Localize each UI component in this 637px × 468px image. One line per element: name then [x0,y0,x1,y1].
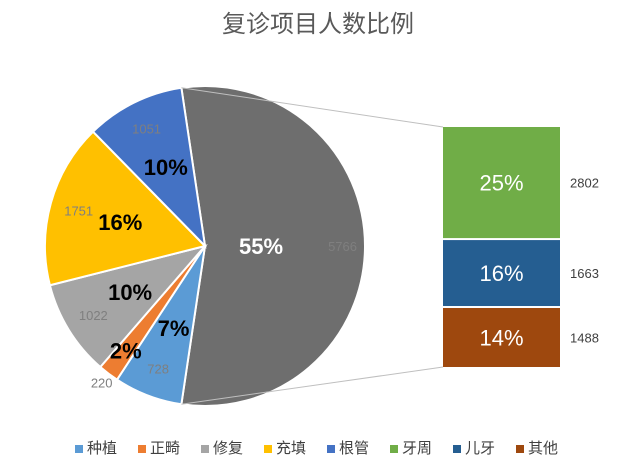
pie-value-label-3: 1022 [79,308,108,323]
bar-percent-label-1: 16% [479,261,523,286]
pie-percent-label-1: 7% [158,316,190,341]
legend-label-3: 充填 [276,439,306,457]
legend-swatch-7 [516,445,524,453]
bar-percent-label-0: 25% [479,171,523,196]
pie-value-label-5: 1051 [132,122,161,137]
bar-segment-0 [443,127,560,239]
pie-percent-label-4: 16% [98,210,142,235]
bar-percent-label-2: 14% [479,326,523,351]
bar-segment-2 [443,308,560,367]
legend-label-7: 其他 [528,439,558,457]
legend-swatch-3 [264,445,272,453]
connector-lines [181,87,444,405]
bar-value-label-0: 2802 [570,176,599,191]
chart-title: 复诊项目人数比例 [222,10,414,38]
pie-percent-label-0: 55% [239,234,283,259]
legend-swatch-2 [201,445,209,453]
legend-label-1: 正畸 [150,439,180,457]
legend-label-2: 修复 [213,439,243,457]
pie-value-label-4: 1751 [64,204,93,219]
pie-slice-4 [44,130,207,287]
legend-swatch-1 [138,445,146,453]
legend-label-0: 种植 [87,439,117,457]
legend-swatch-0 [75,445,83,453]
pie-percent-label-3: 10% [108,280,152,305]
pie-value-label-2: 220 [91,376,113,391]
pie-value-label-0: 5766 [328,239,357,254]
legend-label-5: 牙周 [402,439,432,457]
bar-segment-1 [443,240,560,307]
bar-value-label-2: 1488 [570,331,599,346]
legend-swatch-6 [453,445,461,453]
legend-swatch-5 [390,445,398,453]
pie-slice-5 [91,86,207,249]
pie-value-label-1: 728 [147,362,169,377]
connector-line-top [181,87,444,128]
pie-percent-label-2: 2% [110,339,142,364]
pie-percent-label-5: 10% [144,155,188,180]
legend-label-4: 根管 [339,439,369,457]
legend-label-6: 儿牙 [465,439,495,457]
connector-line-bottom [181,366,444,405]
legend-swatch-4 [327,445,335,453]
bar-value-label-1: 1663 [570,266,599,281]
breakdown-bar-group: 25% 2802 16% 1663 14% 1488 [443,127,599,367]
pie-slice-0 [180,85,366,407]
legend: 种植 正畸 修复 充填 根管 牙周 儿牙 其他 [75,439,558,457]
